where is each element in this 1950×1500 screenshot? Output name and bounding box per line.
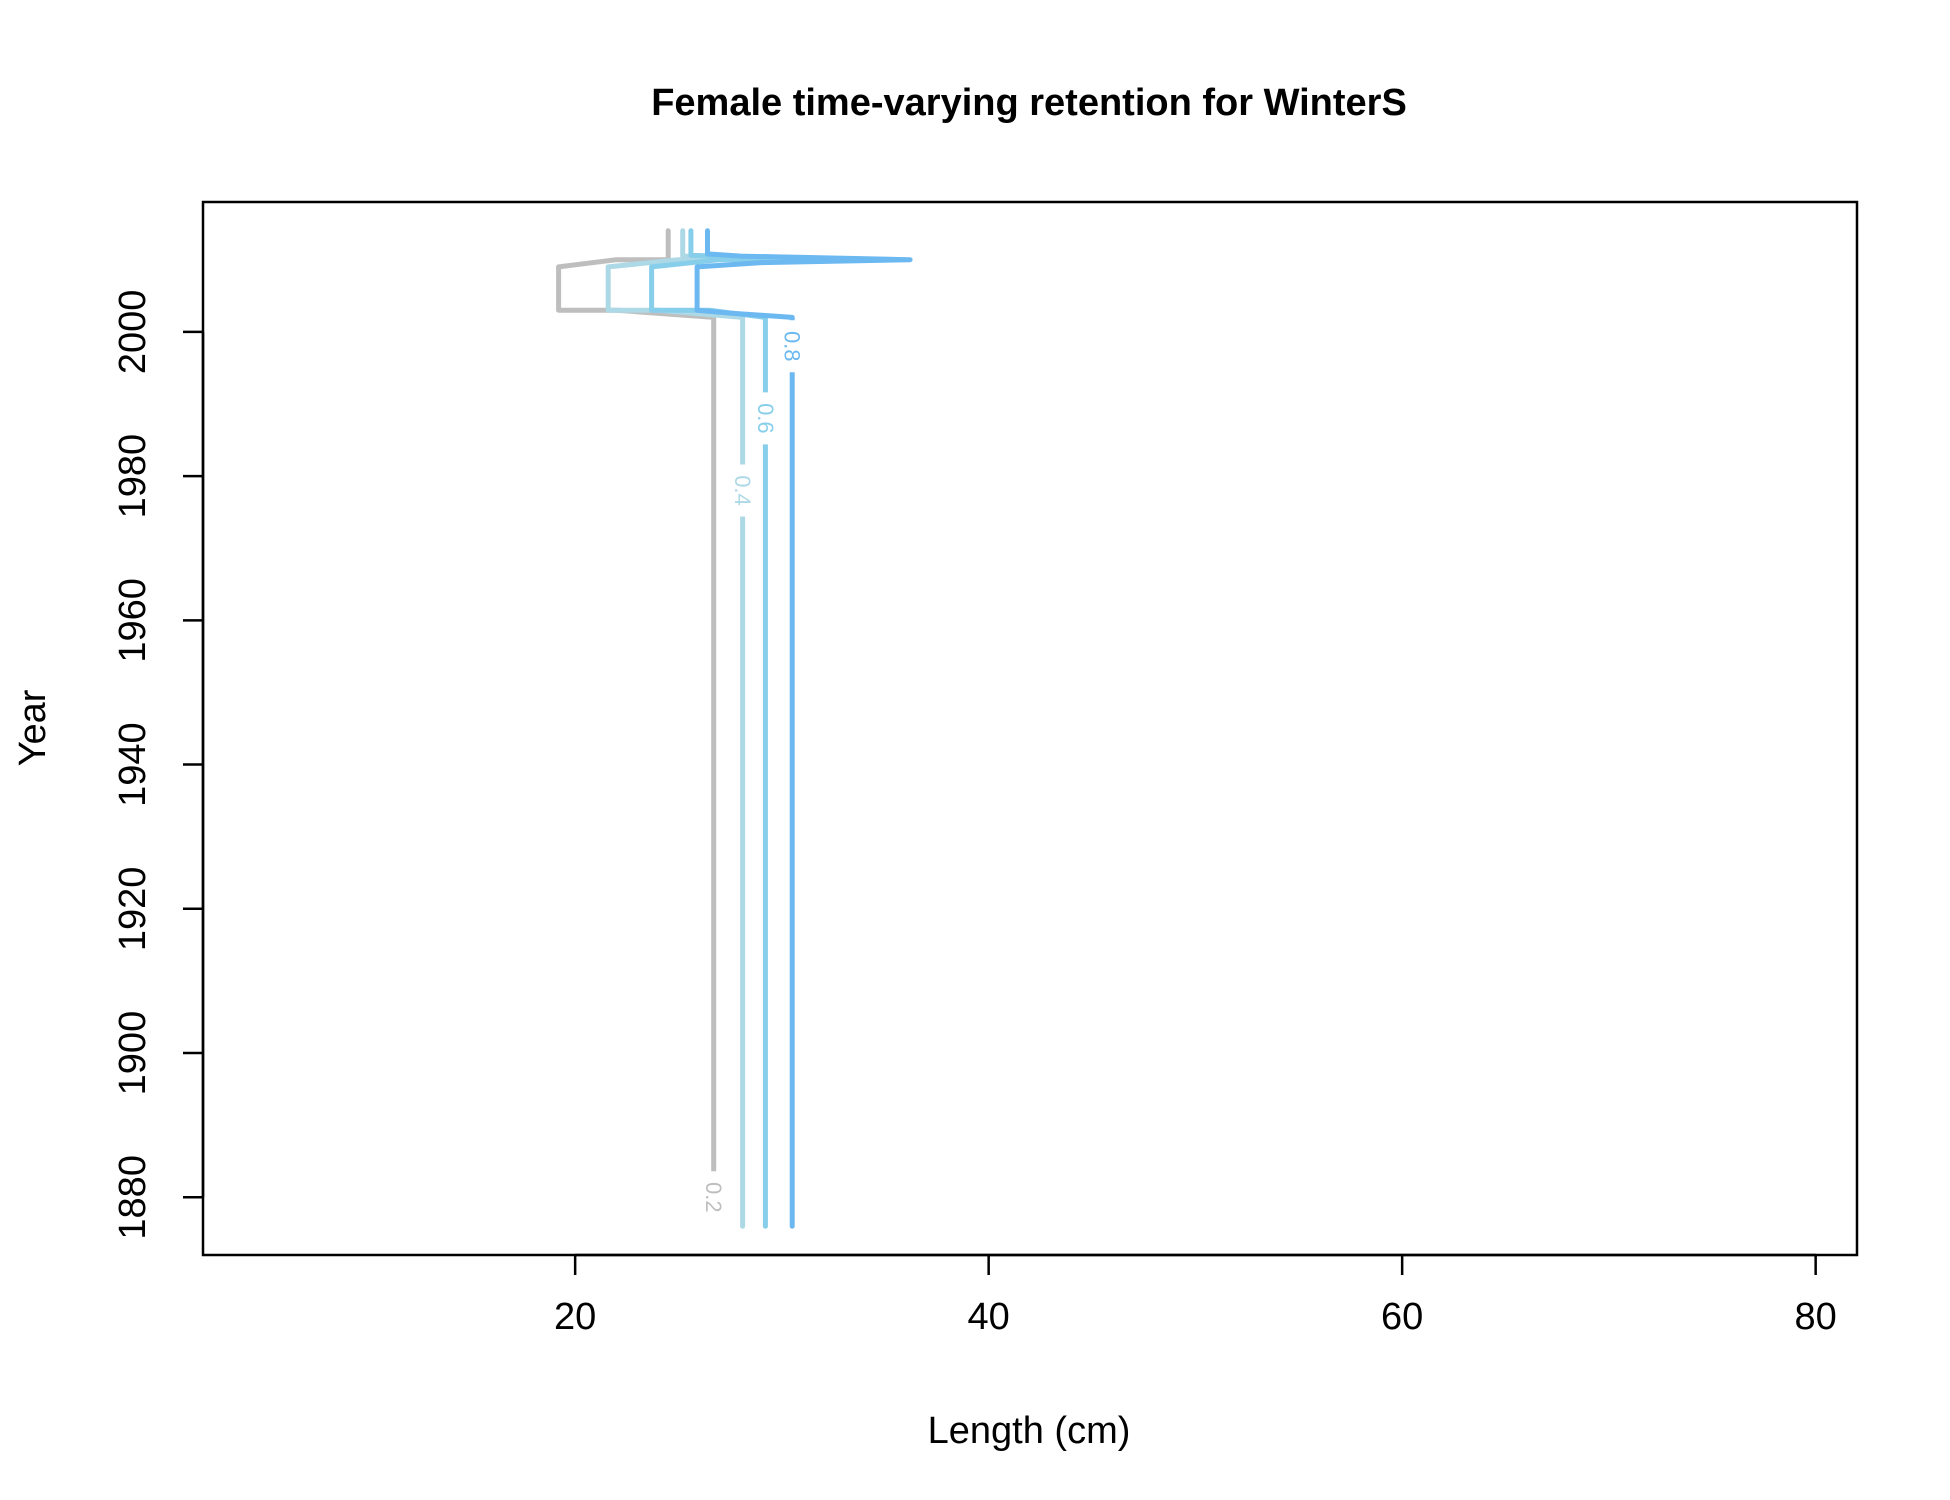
y-tick-label: 1940 bbox=[112, 722, 154, 807]
x-tick-label: 80 bbox=[1795, 1296, 1837, 1338]
y-axis-title: Year bbox=[12, 689, 54, 766]
contour-line-0.2 bbox=[556, 228, 717, 1179]
y-tick-label: 1880 bbox=[112, 1155, 154, 1240]
x-tick-label: 20 bbox=[554, 1296, 596, 1338]
y-tick-label: 1960 bbox=[112, 578, 154, 663]
contour-label: 0.4 bbox=[730, 475, 755, 506]
y-tick-label: 1980 bbox=[112, 434, 154, 519]
contour-lines: 0.2 0.4 0.6 0.8 bbox=[556, 228, 913, 1229]
x-tick-label: 40 bbox=[968, 1296, 1010, 1338]
contour-line-0.4 bbox=[605, 228, 746, 1229]
contour-label: 0.2 bbox=[701, 1182, 726, 1213]
contour-label-gap bbox=[782, 320, 803, 373]
contour-label-gap bbox=[755, 392, 776, 445]
y-tick-label: 1900 bbox=[112, 1011, 154, 1096]
y-tick-label: 2000 bbox=[112, 290, 154, 375]
x-axis-title: Length (cm) bbox=[928, 1410, 1131, 1452]
contour-line-0.6 bbox=[649, 228, 806, 1229]
plot-frame bbox=[201, 200, 1859, 1257]
contour-label: 0.8 bbox=[780, 331, 805, 362]
contour-line-0.8 bbox=[694, 228, 913, 1229]
y-tick-label: 1920 bbox=[112, 867, 154, 952]
x-axis: 20 40 60 80 bbox=[554, 1253, 1837, 1338]
contour-label-gap bbox=[703, 1171, 724, 1224]
x-tick-label: 60 bbox=[1381, 1296, 1423, 1338]
contour-label: 0.6 bbox=[753, 403, 778, 434]
contour-label-gap bbox=[732, 464, 753, 517]
chart-title: Female time-varying retention for Winter… bbox=[651, 82, 1407, 124]
y-axis: 1880 1900 1920 1940 1960 1980 2000 bbox=[112, 290, 205, 1240]
